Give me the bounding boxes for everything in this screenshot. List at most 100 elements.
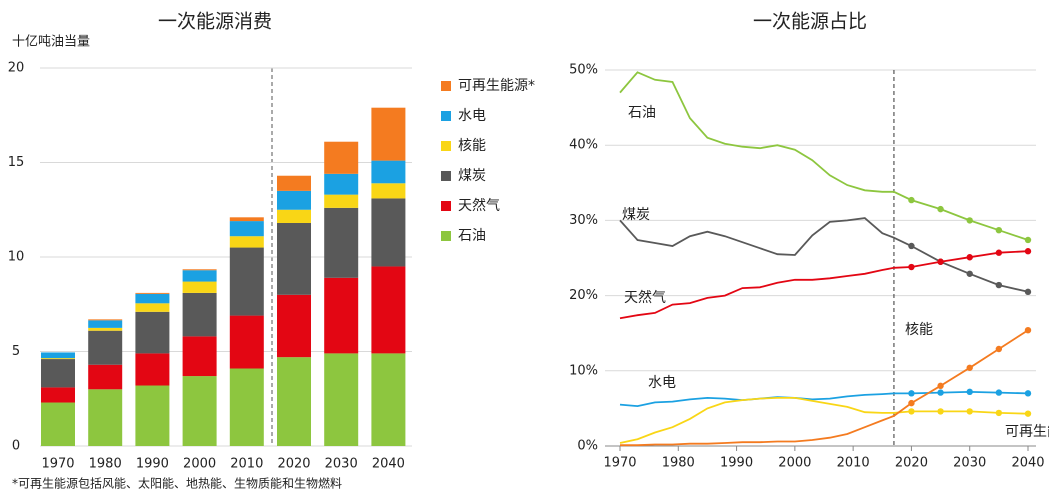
- point: [995, 389, 1003, 396]
- bar-segment: [229, 217, 264, 222]
- bar-segment: [277, 294, 311, 358]
- point: [1024, 410, 1032, 417]
- bar-segment: [371, 198, 406, 267]
- y-tick-label: 10%: [569, 363, 598, 378]
- point: [1024, 390, 1032, 397]
- bar-segment: [135, 311, 170, 354]
- x-tick-label: 1980: [89, 457, 122, 472]
- bar-segment: [135, 292, 170, 294]
- bar-segment: [41, 352, 75, 359]
- point: [937, 258, 944, 265]
- x-tick-label: 2030: [325, 457, 358, 472]
- x-tick-label: 1990: [136, 457, 169, 472]
- legend-label: 天然气: [458, 197, 500, 214]
- bar-segment: [324, 194, 359, 208]
- series-label: 水电: [648, 375, 676, 391]
- point: [1024, 248, 1032, 255]
- point: [995, 281, 1003, 289]
- legend-label: 石油: [458, 228, 486, 244]
- y-tick-label: 50%: [569, 63, 598, 78]
- chart-title: 一次能源消费: [158, 11, 272, 33]
- bar-segment: [371, 107, 406, 161]
- point: [966, 388, 973, 396]
- bar-segment: [277, 190, 311, 210]
- x-tick-label: 2040: [372, 457, 405, 472]
- line: [619, 71, 1029, 241]
- point: [995, 226, 1003, 234]
- legend-label: 水电: [458, 108, 486, 124]
- y-axis-label: 十亿吨油当量: [12, 35, 90, 50]
- y-tick-label: 20%: [569, 288, 598, 303]
- bar-segment: [41, 387, 75, 403]
- line: [619, 390, 1029, 408]
- bar-segment: [324, 207, 359, 278]
- legend-label: 煤炭: [458, 168, 486, 184]
- bar-segment: [135, 385, 170, 446]
- bar-segment: [88, 319, 123, 321]
- bar-segment: [182, 336, 217, 377]
- point: [995, 249, 1003, 256]
- line: [619, 217, 1029, 293]
- bar-segment: [324, 173, 359, 195]
- legend-swatch: [441, 141, 451, 151]
- line: [619, 250, 1029, 320]
- y-tick-label: 40%: [569, 138, 598, 153]
- x-tick-label: 1970: [41, 457, 74, 472]
- bar-segment: [371, 183, 406, 199]
- point: [908, 390, 915, 397]
- bar-segment: [182, 292, 217, 337]
- point: [937, 408, 944, 415]
- x-tick-label: 2040: [1011, 456, 1044, 471]
- y-tick-label: 5: [12, 344, 20, 359]
- bar-segment: [135, 303, 170, 312]
- point: [937, 382, 944, 390]
- bar-segment: [88, 330, 123, 365]
- point: [995, 409, 1003, 417]
- bar-segment: [277, 175, 311, 191]
- y-tick-label: 0%: [577, 439, 598, 454]
- x-tick-label: 2000: [778, 456, 811, 471]
- bar-segment: [135, 353, 170, 386]
- series-label: 可再生能源: [1005, 424, 1049, 440]
- bar-segment: [41, 358, 75, 360]
- bar-segment: [229, 221, 264, 237]
- point: [966, 217, 973, 224]
- bar-segment: [182, 270, 217, 282]
- x-tick-label: 2030: [953, 456, 986, 471]
- legend-swatch: [441, 231, 451, 241]
- y-tick-label: 30%: [569, 213, 598, 228]
- point: [908, 242, 915, 250]
- legend-swatch: [441, 201, 451, 211]
- x-tick-label: 2020: [895, 456, 928, 471]
- point: [908, 196, 915, 204]
- bar-segment: [324, 353, 359, 446]
- y-tick-label: 20: [8, 61, 25, 76]
- bar-segment: [277, 209, 311, 223]
- point: [1024, 288, 1032, 296]
- bar-segment: [135, 293, 170, 304]
- bar-segment: [324, 141, 359, 174]
- chart-title: 一次能源占比: [753, 11, 867, 33]
- legend-swatch: [441, 111, 451, 121]
- legend-label: 核能: [458, 138, 486, 154]
- x-tick-label: 2000: [183, 457, 216, 472]
- bar-segment: [88, 364, 123, 390]
- point: [937, 389, 944, 396]
- y-tick-label: 15: [8, 155, 25, 170]
- point: [995, 345, 1003, 353]
- line: [619, 397, 1029, 444]
- point: [937, 205, 944, 213]
- bar-segment: [371, 353, 406, 446]
- point: [1024, 236, 1032, 244]
- y-tick-label: 0: [12, 439, 20, 454]
- bar-segment: [229, 368, 264, 446]
- x-tick-label: 1980: [662, 456, 695, 471]
- bar-segment: [182, 281, 217, 293]
- bar-segment: [182, 376, 217, 446]
- bar-segment: [229, 247, 264, 316]
- x-tick-label: 1990: [720, 456, 753, 471]
- point: [908, 399, 915, 407]
- bar-segment: [371, 160, 406, 184]
- legend-swatch: [441, 81, 451, 91]
